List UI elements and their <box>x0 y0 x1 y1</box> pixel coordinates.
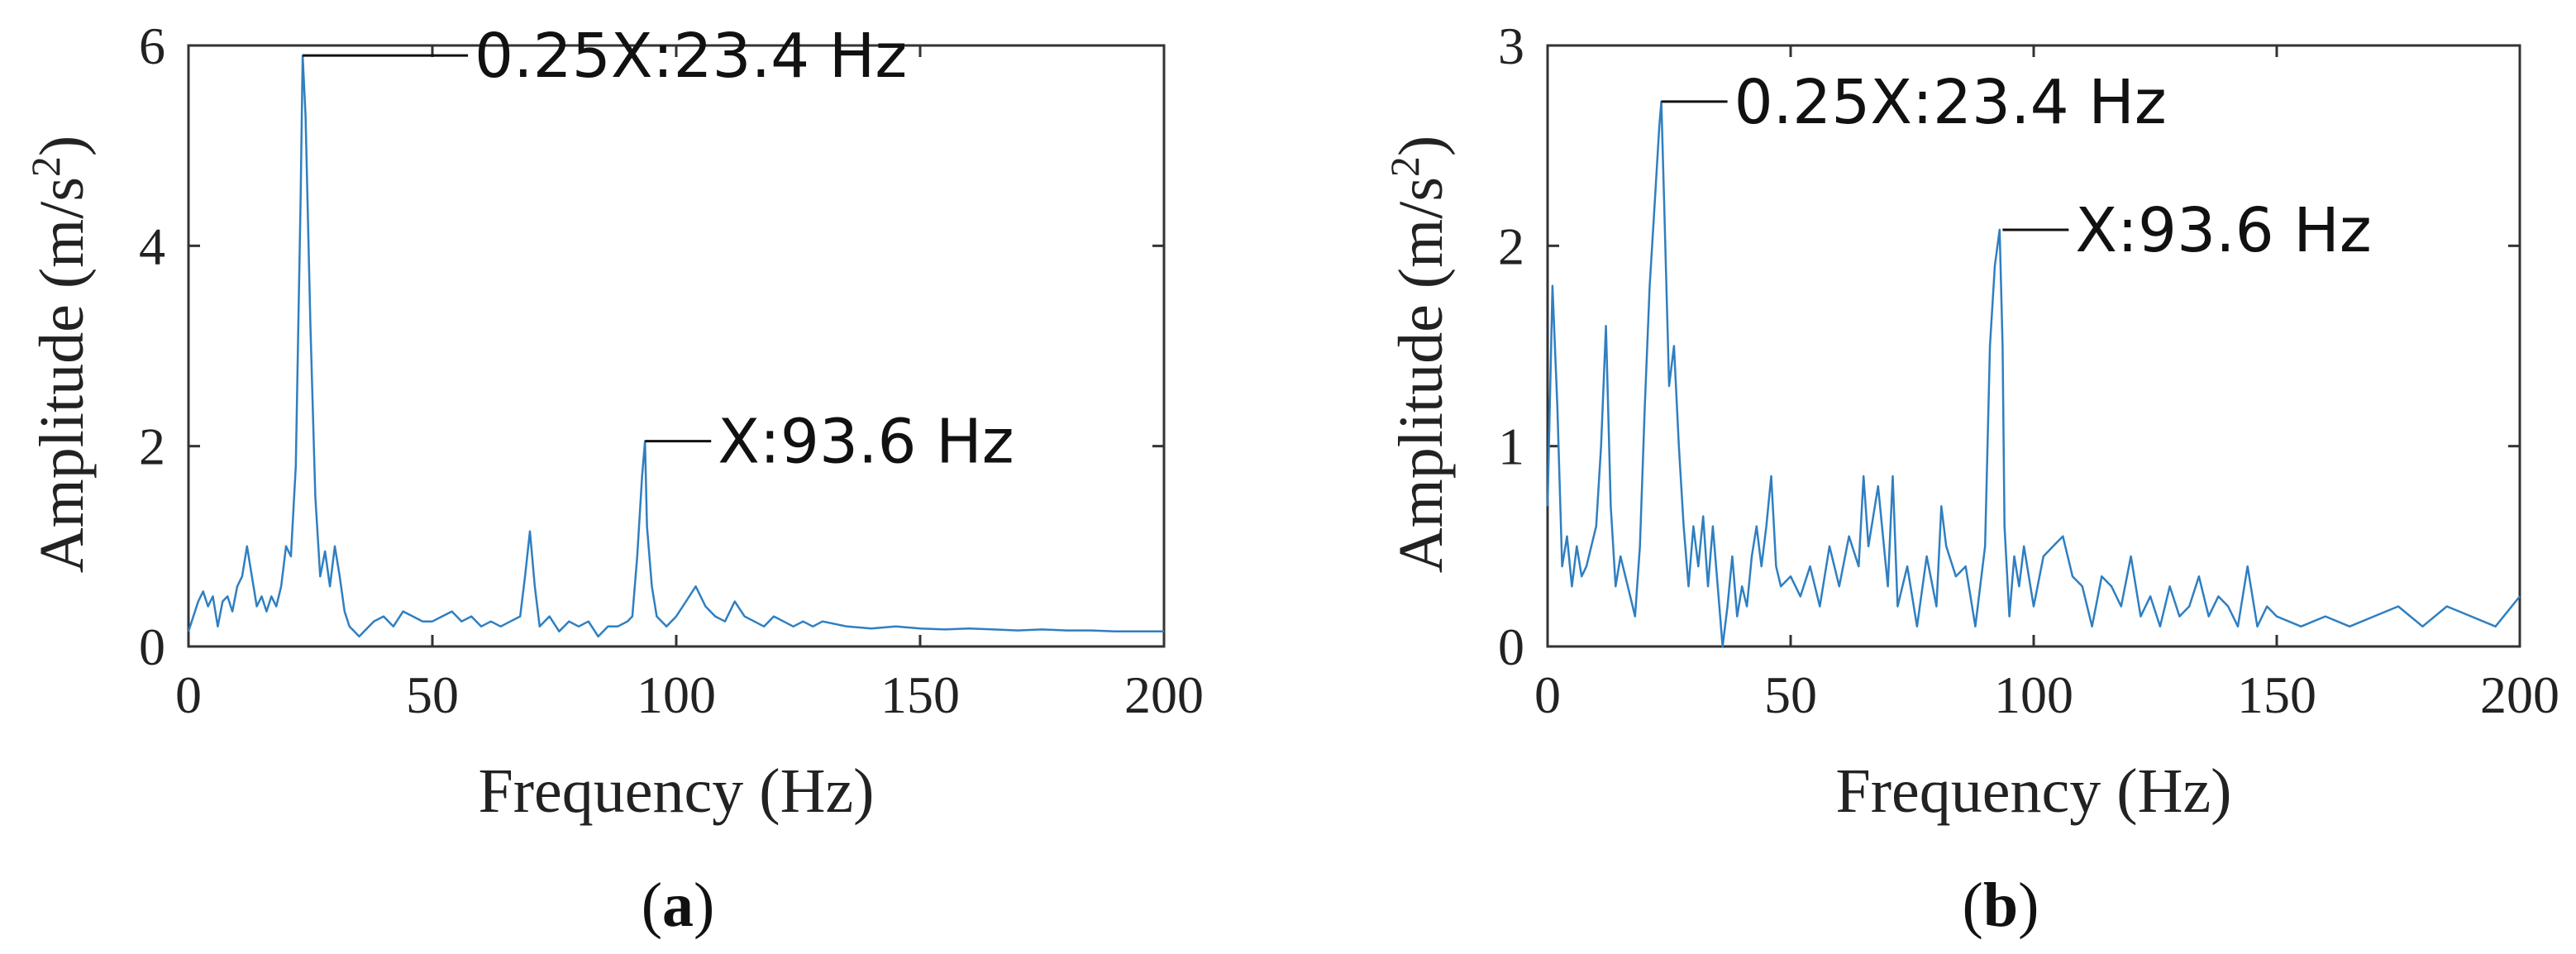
y-tick-label: 4 <box>139 217 165 275</box>
x-tick-label: 0 <box>175 665 202 724</box>
y-tick-label: 0 <box>139 618 165 676</box>
x-tick-label: 0 <box>1534 665 1561 724</box>
y-axis-title: Amplitude (m/s2) <box>1381 136 1456 574</box>
plot-area-frame <box>187 44 1166 648</box>
x-tick-label: 100 <box>637 665 716 724</box>
x-tick-label: 50 <box>1764 665 1817 724</box>
x-tick-label: 200 <box>1124 665 1204 724</box>
annotation-label: 0.25X:23.4 Hz <box>1734 67 2167 138</box>
x-tick-label: 100 <box>1994 665 2073 724</box>
chart-panel-b: 0 50 100 150 200 0 1 2 3 0.25X:23.4 Hz X:93.6 Hz Fr… <box>1381 17 2559 826</box>
y-tick-label: 2 <box>139 417 165 476</box>
y-tick-label: 6 <box>139 17 165 75</box>
y-tick-label: 3 <box>1498 17 1524 75</box>
annotation-label: 0.25X:23.4 Hz <box>475 21 907 92</box>
spectrum-series-line <box>1546 100 2521 648</box>
annotation-label: X:93.6 Hz <box>718 407 1014 478</box>
x-tick-label: 150 <box>880 665 960 724</box>
spectrum-series-line <box>187 54 1164 638</box>
x-tick-label: 150 <box>2237 665 2316 724</box>
chart-panel-a: 0 50 100 150 200 0 2 4 6 0.25X:23.4 Hz X:93.6 Hz Fr… <box>22 17 1204 826</box>
y-tick-label: 1 <box>1498 417 1524 476</box>
y-axis-title: Amplitude (m/s2) <box>22 136 97 574</box>
y-tick-label: 2 <box>1498 217 1524 275</box>
annotation-label: X:93.6 Hz <box>2075 195 2371 266</box>
x-tick-label: 50 <box>406 665 459 724</box>
y-tick-label: 0 <box>1498 618 1524 676</box>
x-axis-title: Frequency (Hz) <box>478 756 874 826</box>
x-axis-title: Frequency (Hz) <box>1835 756 2231 826</box>
caption-a: (a) <box>642 871 715 940</box>
caption-b: (b) <box>1963 871 2039 940</box>
x-tick-label: 200 <box>2480 665 2559 724</box>
